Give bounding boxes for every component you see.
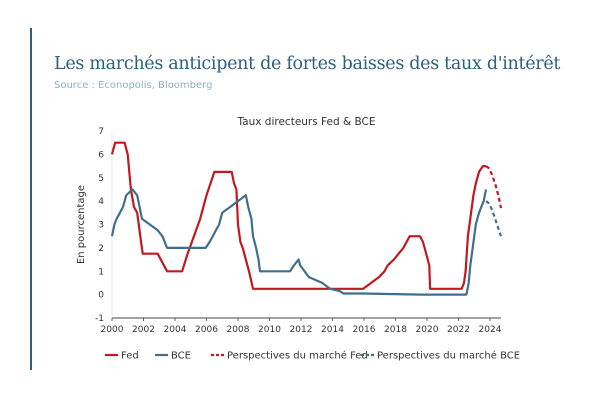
x-tick-label: 2008 [227,325,250,335]
x-tick-label: 2024 [479,325,502,335]
x-tick-label: 2000 [101,325,124,335]
x-tick-label: 2016 [353,325,376,335]
x-tick-label: 2020 [416,325,439,335]
y-tick-label: 1 [98,267,104,277]
y-axis-label: En pourcentage [76,185,87,264]
y-tick-label: 6 [98,150,104,160]
page-title: Les marchés anticipent de fortes baisses… [54,54,561,74]
legend-label: BCE [171,351,191,362]
x-tick-label: 2022 [447,325,470,335]
source-note: Source : Econopolis, Bloomberg [54,80,213,91]
series-line-3 [485,165,503,209]
legend-label: Perspectives du marché BCE [377,350,520,362]
chart-title: Taux directeurs Fed & BCE [236,116,375,128]
x-tick-label: 2006 [195,325,218,335]
x-tick-label: 2014 [321,325,344,335]
y-tick-label: 4 [98,197,104,207]
x-tick-label: 2018 [384,325,407,335]
x-tick-label: 2002 [132,325,155,335]
legend-label: Perspectives du marché Fed [227,350,368,362]
series-line-1 [110,141,486,290]
series-line-2 [110,188,488,296]
x-tick-label: 2004 [164,325,187,335]
y-tick-label: 0 [98,291,104,301]
y-tick-label: 2 [98,244,104,254]
y-tick-label: 7 [98,127,104,137]
y-tick-label: -1 [95,314,104,324]
frame-accent-bar [30,28,32,370]
y-tick-label: 3 [98,221,104,231]
y-tick-label: 5 [98,174,104,184]
series-line-4 [485,200,503,237]
x-tick-label: 2012 [290,325,313,335]
legend-label: Fed [121,351,139,362]
x-tick-label: 2010 [258,325,281,335]
